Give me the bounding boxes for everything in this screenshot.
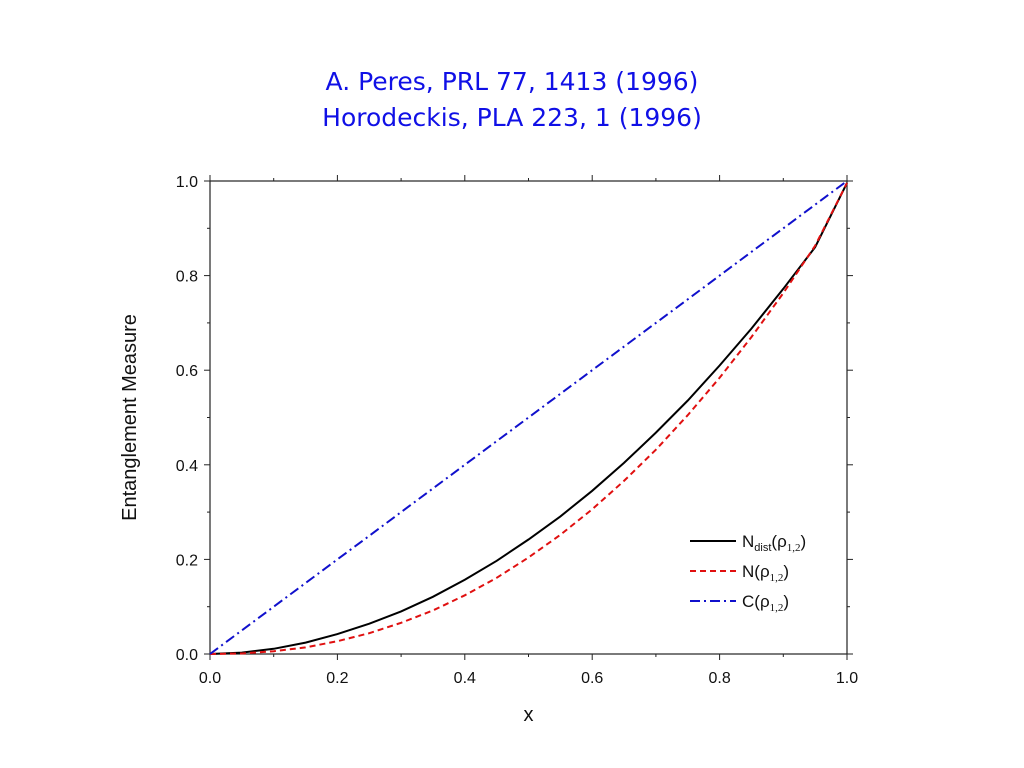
x-tick-label: 0.0 <box>199 670 221 687</box>
y-tick-label: 0.4 <box>176 458 198 475</box>
y-tick-label: 0.6 <box>176 363 198 380</box>
y-axis-label: Entanglement Measure <box>119 314 141 521</box>
legend-text-part: dist <box>754 542 771 554</box>
legend-text-part: ρ <box>760 592 770 611</box>
y-tick-label: 1.0 <box>176 174 198 191</box>
x-tick-label: 0.4 <box>454 670 476 687</box>
legend-text-part: N <box>742 532 754 551</box>
legend-text-part: ) <box>801 532 807 551</box>
legend-text-part: 1,2 <box>787 542 801 554</box>
slide-header: A. Peres, PRL 77, 1413 (1996) Horodeckis… <box>0 64 1024 136</box>
y-tick-label: 0.8 <box>176 269 198 286</box>
x-tick-label: 0.2 <box>326 670 348 687</box>
legend-label-2: N(ρ1,2) <box>742 562 789 584</box>
legend-text-part: ( <box>771 532 777 551</box>
legend-text-part: N <box>742 562 754 581</box>
legend-text-part: C <box>742 592 754 611</box>
legend-text-part: ( <box>754 592 760 611</box>
citation-horodeckis: Horodeckis, PLA 223, 1 (1996) <box>322 103 702 132</box>
y-tick-label: 0.0 <box>176 647 198 664</box>
x-axis-label: x <box>524 704 534 726</box>
series-line-2 <box>209 182 848 655</box>
legend-text-part: ρ <box>777 532 787 551</box>
citation-peres: A. Peres, PRL 77, 1413 (1996) <box>325 67 699 96</box>
series-line-1 <box>209 182 848 655</box>
legend-text-part: 1,2 <box>770 602 784 614</box>
legend-text-part: ρ <box>760 562 770 581</box>
x-tick-label: 0.8 <box>708 670 730 687</box>
y-tick-label: 0.2 <box>176 552 198 569</box>
legend-label-3: C(ρ1,2) <box>742 592 789 614</box>
x-tick-label: 1.0 <box>836 670 858 687</box>
legend-text-part: ) <box>783 562 789 581</box>
legend-text-part: 1,2 <box>770 572 784 584</box>
series-line-3 <box>209 180 848 655</box>
x-tick-label: 0.6 <box>581 670 603 687</box>
legend-text-part: ) <box>783 592 789 611</box>
legend-label-1: Ndist(ρ1,2) <box>742 532 806 554</box>
legend-text-part: ( <box>754 562 760 581</box>
